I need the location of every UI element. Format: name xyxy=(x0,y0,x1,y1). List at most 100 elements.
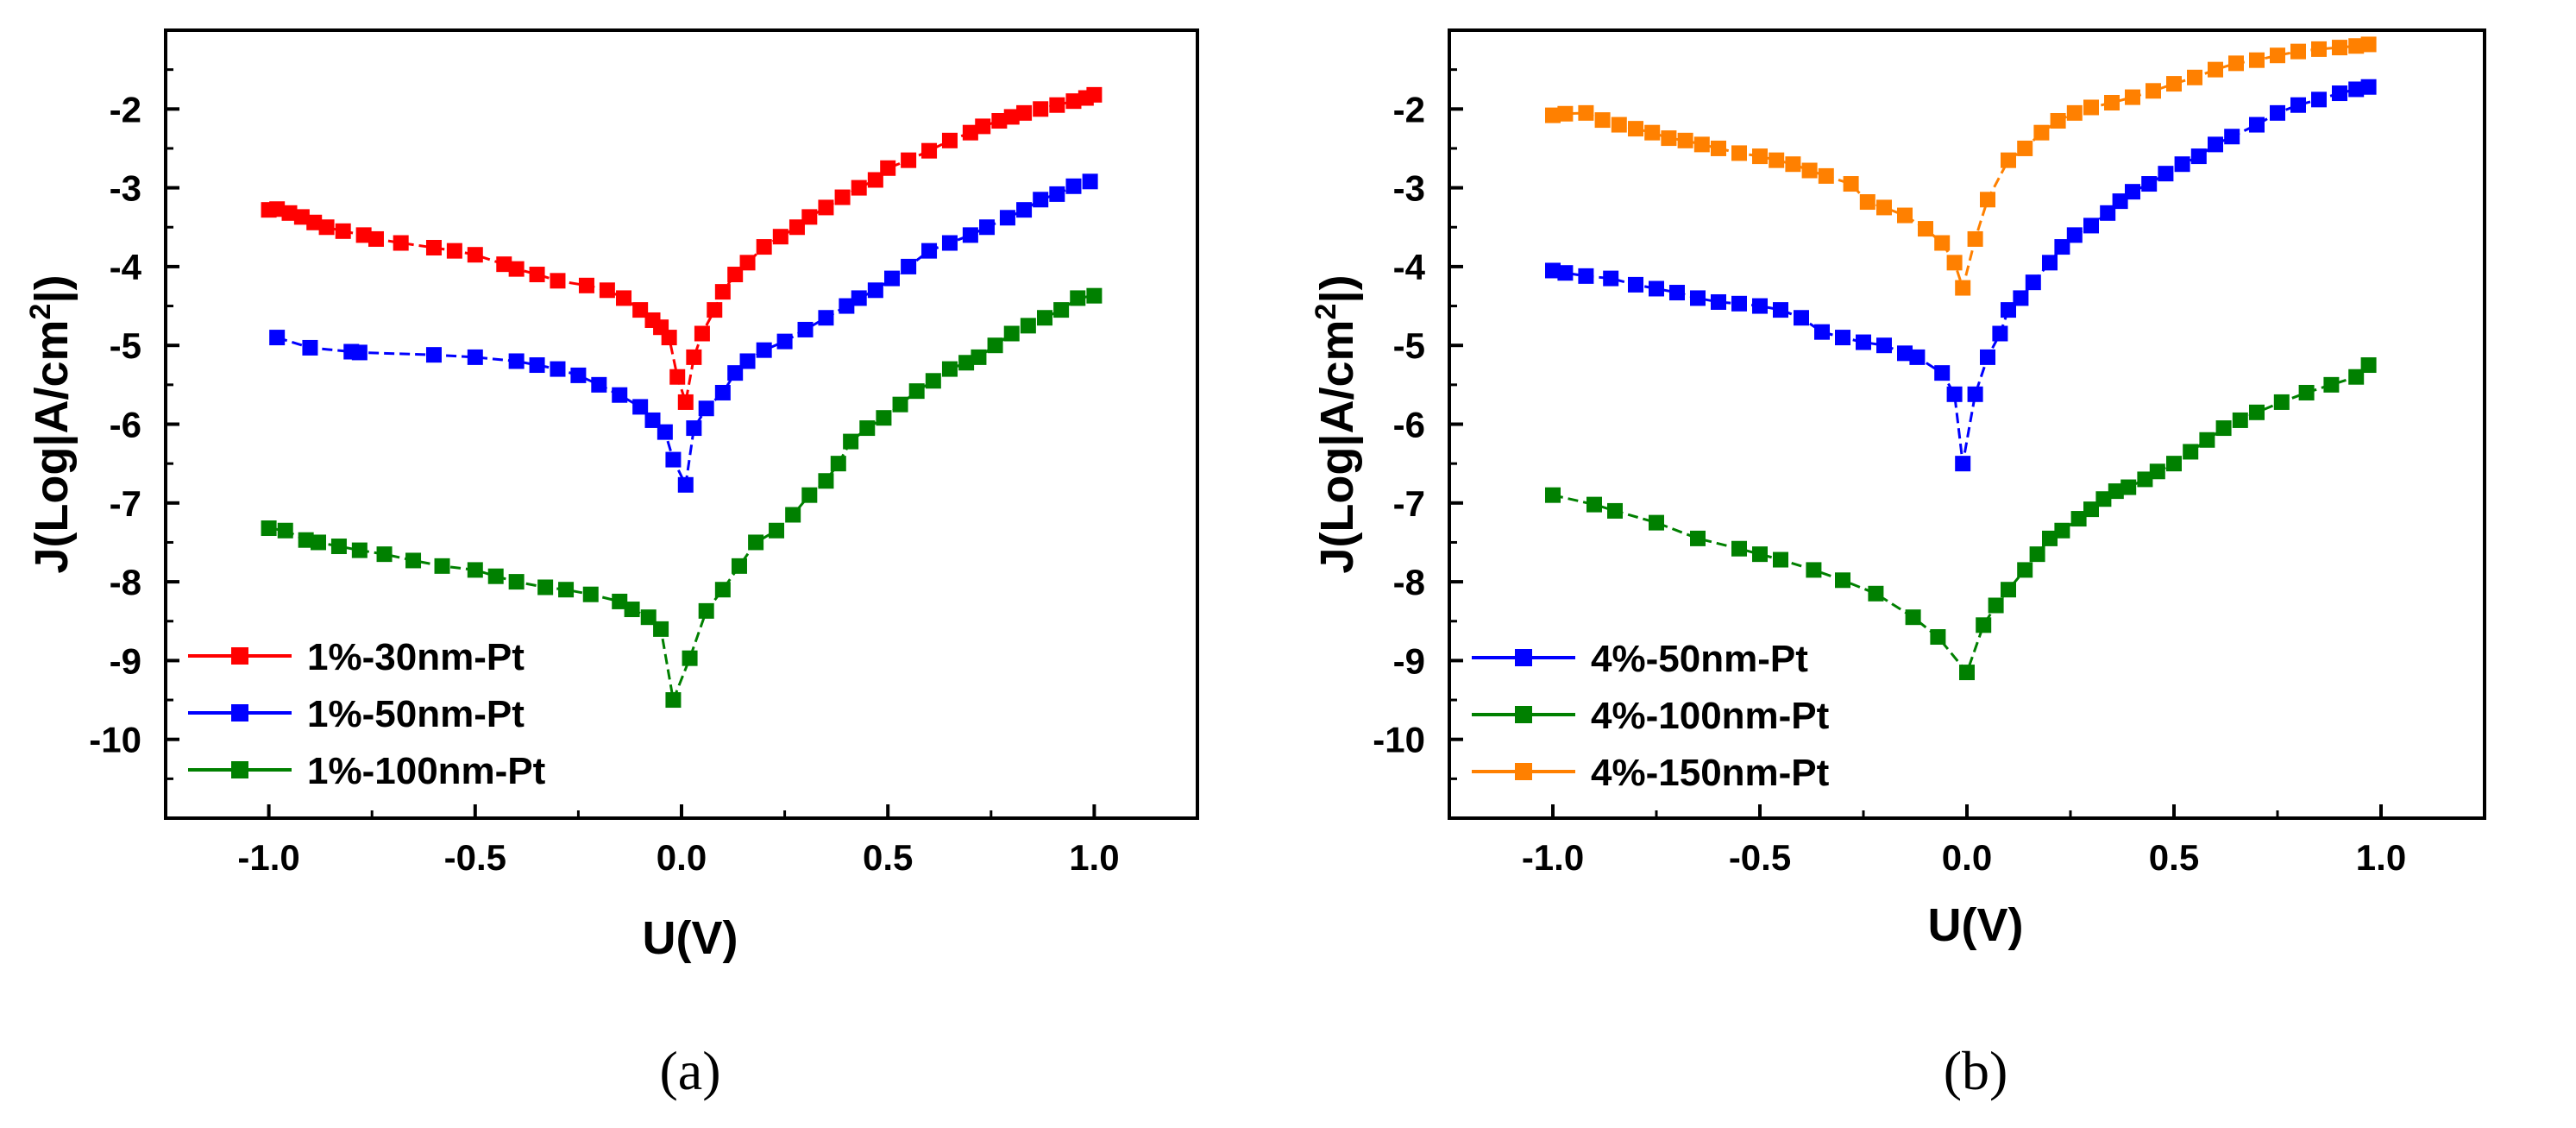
data-point-marker xyxy=(677,476,694,493)
data-point-marker xyxy=(1955,280,1971,296)
data-point-marker xyxy=(1545,107,1561,123)
data-point-marker xyxy=(2001,152,2016,168)
data-point-marker xyxy=(999,210,1015,226)
data-point-marker xyxy=(979,219,996,236)
data-point-marker xyxy=(2104,94,2120,110)
data-point-marker xyxy=(311,534,327,551)
data-point-marker xyxy=(661,330,677,346)
legend-marker xyxy=(231,704,248,722)
data-point-marker xyxy=(665,692,682,709)
data-point-marker xyxy=(653,621,669,637)
data-point-marker xyxy=(2100,205,2116,221)
data-point-marker xyxy=(1065,93,1082,110)
data-point-marker xyxy=(1897,345,1913,362)
data-point-marker xyxy=(727,267,744,283)
y-tick-label: -5 xyxy=(110,325,141,366)
data-point-marker xyxy=(1946,386,1963,402)
data-point-marker xyxy=(351,344,368,361)
series-1pct-50nm-pt xyxy=(269,173,1098,493)
data-point-marker xyxy=(2360,79,2377,95)
data-point-marker xyxy=(839,298,855,314)
data-point-marker xyxy=(467,349,483,365)
legend-entry-1pct-50nm-pt: 1%-50nm-Pt xyxy=(188,693,525,735)
data-point-marker xyxy=(714,384,731,400)
data-point-marker xyxy=(591,376,607,393)
data-point-marker xyxy=(1690,530,1706,546)
data-point-marker xyxy=(698,400,714,417)
data-point-marker xyxy=(582,586,599,602)
data-point-marker xyxy=(624,602,640,618)
data-point-marker xyxy=(1992,325,2008,342)
data-point-marker xyxy=(570,367,587,383)
data-point-marker xyxy=(2017,140,2033,156)
y-tick-label: -6 xyxy=(1393,405,1425,445)
legend-marker xyxy=(231,647,248,665)
data-point-marker xyxy=(1934,235,1951,251)
legend-marker xyxy=(231,761,248,778)
data-point-marker xyxy=(1649,280,1664,297)
y-axis-title: J(Log|A/cm2|) xyxy=(24,274,79,573)
data-point-marker xyxy=(2174,156,2190,173)
y-tick-label: -5 xyxy=(1393,325,1425,366)
data-point-marker xyxy=(677,394,694,410)
data-point-marker xyxy=(1801,162,1818,179)
data-point-marker xyxy=(335,223,351,239)
data-point-marker xyxy=(1016,104,1033,121)
data-point-marker xyxy=(714,582,731,598)
data-point-marker xyxy=(2311,41,2327,57)
data-point-marker xyxy=(1955,456,1971,472)
x-tick-label: -0.5 xyxy=(1729,837,1791,878)
data-point-marker xyxy=(1946,255,1963,271)
data-point-marker xyxy=(843,433,859,450)
data-point-marker xyxy=(714,284,731,300)
data-point-marker xyxy=(834,189,851,205)
data-point-marker xyxy=(1661,130,1677,147)
series-4pct-150nm-pt xyxy=(1545,36,2377,296)
data-point-marker xyxy=(2001,302,2016,318)
data-point-marker xyxy=(1731,540,1747,557)
data-point-marker xyxy=(2050,112,2066,129)
data-point-marker xyxy=(302,339,318,356)
data-point-marker xyxy=(657,424,673,440)
data-point-marker xyxy=(1020,318,1036,334)
data-point-marker xyxy=(1070,290,1086,306)
data-point-marker xyxy=(769,522,785,539)
data-point-marker xyxy=(1752,298,1768,314)
data-point-marker xyxy=(1731,145,1747,161)
data-point-marker xyxy=(355,227,372,243)
data-point-marker xyxy=(1785,156,1801,173)
y-tick-label: -8 xyxy=(1393,562,1425,602)
data-point-marker xyxy=(1016,202,1033,218)
data-point-marker xyxy=(2199,432,2215,448)
data-point-marker xyxy=(2360,357,2377,374)
data-point-marker xyxy=(2360,36,2377,53)
data-point-marker xyxy=(281,205,298,221)
data-point-marker xyxy=(876,410,892,426)
y-tick-label: -10 xyxy=(1373,720,1425,760)
data-point-marker xyxy=(537,579,554,596)
data-point-marker xyxy=(867,282,883,299)
data-point-marker xyxy=(261,520,277,537)
data-point-marker xyxy=(2054,239,2070,255)
series-1pct-100nm-pt xyxy=(261,287,1103,709)
data-point-marker xyxy=(2149,463,2165,480)
data-point-marker xyxy=(669,369,686,385)
y-tick-label: -10 xyxy=(89,720,141,760)
legend-marker xyxy=(1515,649,1532,666)
legend-label: 1%-50nm-Pt xyxy=(307,693,525,735)
data-point-marker xyxy=(1053,302,1070,318)
data-point-marker xyxy=(1628,121,1643,137)
data-point-marker xyxy=(1752,148,1768,165)
data-point-marker xyxy=(2066,104,2083,121)
data-point-marker xyxy=(962,124,978,141)
data-point-marker xyxy=(578,277,594,293)
data-point-marker xyxy=(2158,166,2174,182)
data-point-marker xyxy=(306,214,323,230)
data-point-marker xyxy=(1649,514,1664,531)
data-point-marker xyxy=(318,219,335,236)
data-point-marker xyxy=(2137,471,2153,488)
data-point-marker xyxy=(529,357,545,374)
data-point-marker xyxy=(941,132,958,148)
data-point-marker xyxy=(1905,609,1921,626)
panel-label: (b) xyxy=(1944,1040,2008,1101)
